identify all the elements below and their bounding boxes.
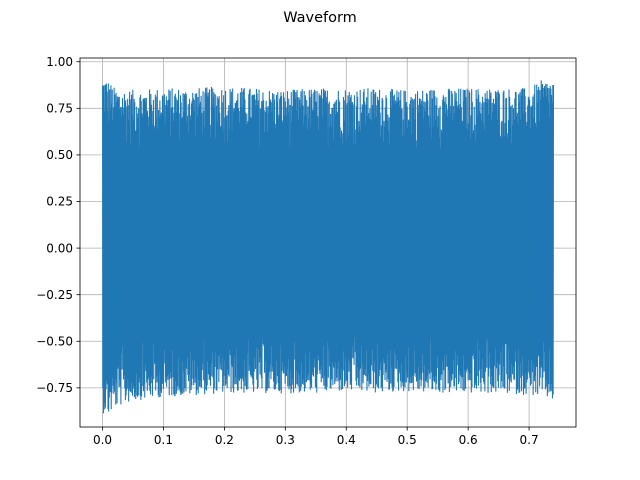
x-tick-label: 0.4 [337, 433, 356, 447]
y-tick-label: 0.25 [46, 195, 73, 209]
x-tick-label: 0.3 [276, 433, 295, 447]
y-tick-label: 0.75 [46, 102, 73, 116]
x-tick-label: 0.1 [154, 433, 173, 447]
chart-title: Waveform [283, 10, 357, 26]
waveform-series-line [102, 80, 554, 414]
y-tick-label: −0.25 [36, 288, 73, 302]
y-tick-label: 1.00 [46, 55, 73, 69]
axes-layer: 0.0 0.1 0.2 0.3 0.4 0.5 0.6 0.7 −0.75 −0.50 −0.25 0… [36, 55, 577, 447]
x-tick-label: 0.2 [215, 433, 234, 447]
x-tick-label: 0.5 [398, 433, 417, 447]
x-tick-label: 0.7 [520, 433, 539, 447]
data-layer [102, 80, 554, 414]
x-tick-label: 0.6 [459, 433, 478, 447]
y-tick-label: 0.00 [46, 241, 73, 255]
y-tick-label: −0.50 [36, 334, 73, 348]
y-tick-label: 0.50 [46, 148, 73, 162]
x-tick-label: 0.0 [93, 433, 112, 447]
y-tick-label: −0.75 [36, 381, 73, 395]
axes-frame [79, 57, 577, 428]
